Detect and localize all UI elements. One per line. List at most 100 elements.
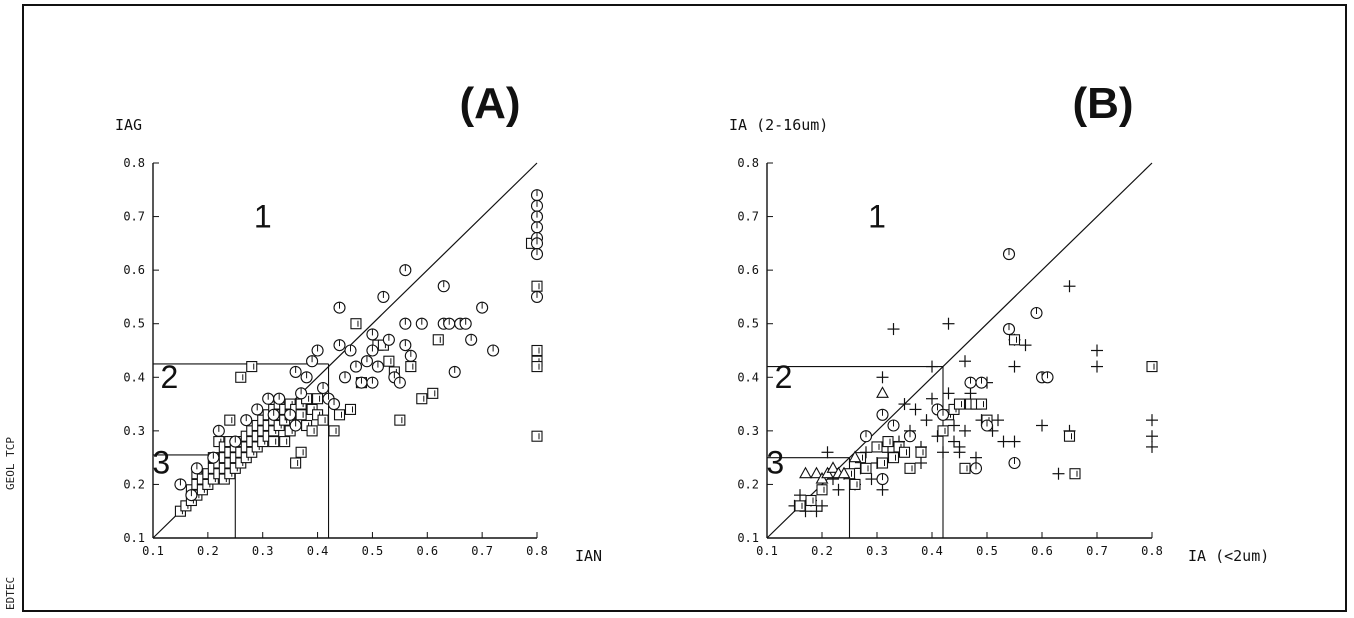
data-point-square [405, 361, 417, 373]
data-point-square [531, 361, 543, 373]
x-tick-label: 0.6 [1031, 544, 1053, 558]
data-point-circle [530, 210, 544, 223]
data-point-plus [992, 414, 1004, 427]
data-point-square [915, 446, 927, 458]
data-point-square [871, 441, 883, 453]
data-point-square [333, 409, 346, 421]
data-point-circle [530, 290, 544, 303]
region-label: 3 [766, 445, 784, 481]
region-label: 1 [254, 198, 272, 234]
data-point-plus [810, 505, 823, 518]
y-tick-label: 0.2 [737, 477, 759, 491]
data-point-plus [1063, 280, 1076, 293]
data-point-plus [865, 473, 878, 486]
x-tick-label: 0.2 [197, 544, 219, 558]
data-point-square [805, 494, 817, 507]
data-point-circle [530, 189, 544, 202]
x-tick-label: 0.3 [866, 544, 888, 558]
y-tick-label: 0.8 [737, 156, 759, 170]
data-point-circle [936, 408, 950, 421]
data-point-square [394, 414, 406, 426]
x-tick-label: 0.3 [252, 544, 274, 558]
data-point-circle [404, 349, 417, 362]
data-point-square [794, 500, 806, 512]
data-point-plus [970, 451, 982, 464]
data-point-plus [1036, 419, 1048, 432]
data-point-plus [1008, 435, 1021, 448]
data-point-plus [953, 446, 966, 459]
x-tick-label: 0.8 [526, 544, 548, 558]
data-point-square [427, 387, 439, 399]
data-point-circle [267, 408, 280, 421]
data-point-circle [903, 430, 917, 443]
data-point-plus [959, 424, 971, 437]
y-tick-label: 0.7 [737, 210, 759, 224]
data-point-circle [887, 419, 900, 432]
data-point-circle [284, 408, 297, 421]
data-point-plus [915, 457, 927, 469]
data-point-circle [1008, 456, 1021, 470]
data-point-circle [273, 392, 286, 405]
data-point-square [816, 484, 828, 496]
data-point-plus [821, 446, 834, 459]
data-point-circle [876, 408, 889, 421]
y-tick-label: 0.6 [737, 263, 759, 277]
data-point-square [279, 436, 291, 448]
y-tick-label: 0.4 [737, 370, 759, 384]
data-point-plus [964, 387, 977, 400]
data-point-circle [295, 387, 308, 400]
data-point-square [882, 436, 894, 448]
data-point-plus [948, 419, 960, 432]
data-point-circle [448, 365, 461, 378]
data-point-circle [338, 371, 352, 384]
data-point-square [887, 452, 900, 464]
data-point-circle [174, 478, 187, 491]
data-point-plus [937, 446, 949, 459]
panel-title: (A) [459, 79, 520, 128]
region-label: 2 [161, 359, 179, 395]
data-point-circle [371, 360, 384, 373]
data-point-circle [185, 489, 198, 502]
data-point-square [328, 425, 340, 437]
data-point-circle [975, 376, 988, 389]
data-point-circle [859, 430, 873, 443]
data-point-square [898, 446, 911, 458]
figure-frame [22, 4, 1347, 612]
data-point-square [350, 318, 362, 330]
data-point-circle [190, 462, 203, 475]
data-point-circle [437, 280, 450, 293]
x-tick-label: 0.1 [756, 544, 778, 558]
data-point-square [531, 344, 543, 357]
panel-b: 0.1 0.2 0.3 0.4 0.5 0.6 0.7 0.8 0.1 0.2 0.3 0.4 0.5 0… [729, 79, 1269, 565]
y-tick-label: 0.3 [123, 424, 145, 438]
x-tick-label: 0.4 [307, 544, 329, 558]
data-point-circle [366, 344, 379, 357]
data-point-square [1069, 468, 1081, 480]
data-point-square [531, 430, 543, 442]
data-point-circle [333, 301, 346, 314]
data-point-square [531, 280, 543, 292]
data-point-circle [393, 376, 406, 389]
data-point-square [224, 414, 236, 426]
y-tick-label: 0.1 [123, 531, 145, 545]
data-point-circle [300, 371, 313, 384]
data-point-circle [333, 339, 346, 352]
data-point-plus [926, 360, 938, 373]
data-point-plus [1052, 467, 1065, 480]
data-point-triangle [876, 386, 889, 398]
data-point-plus [794, 489, 806, 502]
data-point-square [904, 462, 916, 474]
data-point-triangle [826, 461, 840, 473]
data-point-circle [487, 344, 500, 357]
data-point-circle [1002, 248, 1016, 261]
data-point-plus [942, 387, 955, 400]
data-point-circle [399, 339, 412, 352]
data-point-square [306, 425, 318, 437]
data-point-circle [251, 403, 264, 416]
data-point-circle [289, 365, 302, 378]
data-point-triangle [848, 450, 862, 463]
data-point-square [290, 457, 302, 469]
data-point-plus [816, 499, 828, 512]
data-point-square [937, 425, 949, 437]
data-point-circle [382, 333, 395, 346]
